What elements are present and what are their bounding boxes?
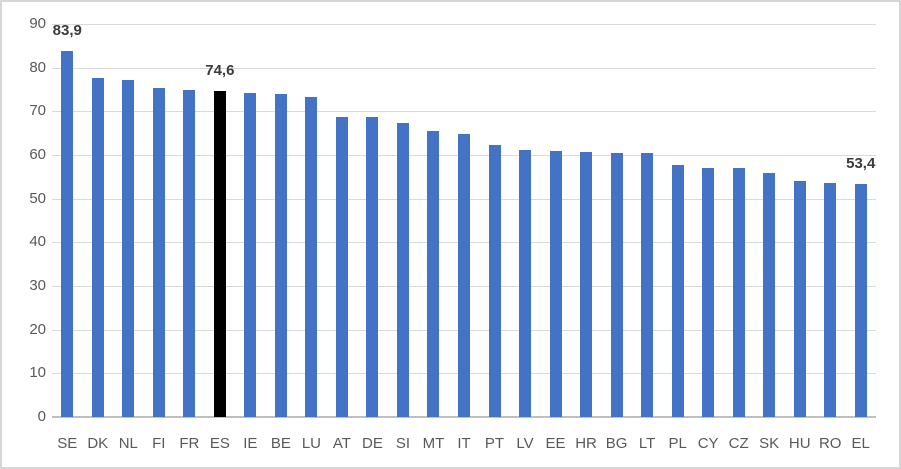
bar-pl	[671, 165, 684, 417]
bar-ee	[549, 151, 562, 417]
bar-pt	[488, 144, 501, 417]
y-tick-label-80: 80	[29, 58, 46, 76]
x-tick-label-at: AT	[332, 435, 351, 452]
gridline-80	[52, 67, 876, 69]
x-tick-label-nl: NL	[118, 435, 138, 452]
x-tick-label-ro: RO	[818, 435, 842, 452]
bar-cy	[702, 167, 715, 417]
x-tick-label-ee: EE	[545, 435, 566, 452]
x-tick-label-fi: FI	[152, 435, 166, 452]
x-tick-label-sk: SK	[759, 435, 780, 452]
bar-el	[854, 183, 867, 417]
x-tick-label-lv: LV	[516, 435, 534, 452]
bar-hu	[793, 180, 806, 417]
bar-es	[213, 91, 226, 417]
data-label-se: 83,9	[52, 21, 82, 39]
x-tick-label-hr: HR	[575, 435, 597, 452]
x-tick-label-se: SE	[57, 435, 78, 452]
bar-bg	[610, 152, 623, 417]
y-tick-label-60: 60	[29, 146, 46, 163]
bar-lv	[519, 149, 532, 417]
x-tick-label-cz: CZ	[728, 435, 749, 452]
bar-be	[274, 93, 287, 417]
gridline-70	[52, 111, 876, 113]
bar-ie	[244, 93, 257, 417]
x-tick-label-hu: HU	[788, 435, 811, 452]
x-tick-label-dk: DK	[87, 435, 109, 452]
bar-at	[335, 117, 348, 417]
data-label-es: 74,6	[205, 62, 235, 80]
bar-nl	[122, 80, 135, 417]
x-tick-label-es: ES	[209, 435, 230, 452]
y-tick-label-10: 10	[29, 364, 46, 382]
x-tick-label-ie: IE	[243, 435, 258, 452]
gridline-90	[52, 24, 876, 25]
bar-si	[396, 122, 409, 417]
bar-lt	[641, 153, 654, 417]
x-tick-label-lu: LU	[301, 435, 321, 452]
bar-cz	[732, 168, 745, 417]
x-tick-label-bg: BG	[605, 435, 628, 452]
bar-sk	[763, 173, 776, 417]
x-tick-label-si: SI	[395, 435, 411, 452]
data-label-el: 53,4	[846, 154, 876, 172]
bar-mt	[427, 130, 440, 417]
x-tick-label-fr: FR	[179, 435, 200, 452]
y-tick-label-40: 40	[29, 233, 46, 251]
bar-dk	[91, 77, 104, 417]
x-tick-label-be: BE	[270, 435, 291, 452]
bar-se	[61, 50, 74, 417]
plot-area	[52, 24, 876, 418]
x-tick-label-cy: CY	[697, 435, 719, 452]
x-tick-label-pl: PL	[668, 435, 687, 452]
x-axis-line	[52, 416, 876, 418]
x-tick-label-pt: PT	[484, 435, 505, 452]
bar-fr	[183, 89, 196, 417]
x-tick-label-it: IT	[457, 435, 471, 452]
y-tick-label-30: 30	[29, 277, 46, 294]
bar-de	[366, 117, 379, 417]
bar-lu	[305, 96, 318, 417]
x-tick-label-de: DE	[362, 435, 383, 452]
y-tick-label-90: 90	[29, 15, 46, 32]
y-tick-label-0: 0	[37, 408, 46, 425]
bar-it	[458, 134, 470, 417]
bar-hr	[580, 152, 593, 417]
x-tick-label-lt: LT	[638, 435, 656, 452]
y-tick-label-50: 50	[29, 189, 46, 207]
y-tick-label-20: 20	[29, 320, 46, 338]
y-tick-label-70: 70	[29, 102, 46, 120]
x-tick-label-mt: MT	[422, 435, 445, 452]
x-tick-label-el: EL	[851, 435, 870, 452]
bar-fi	[152, 88, 165, 417]
bar-ro	[824, 182, 837, 417]
